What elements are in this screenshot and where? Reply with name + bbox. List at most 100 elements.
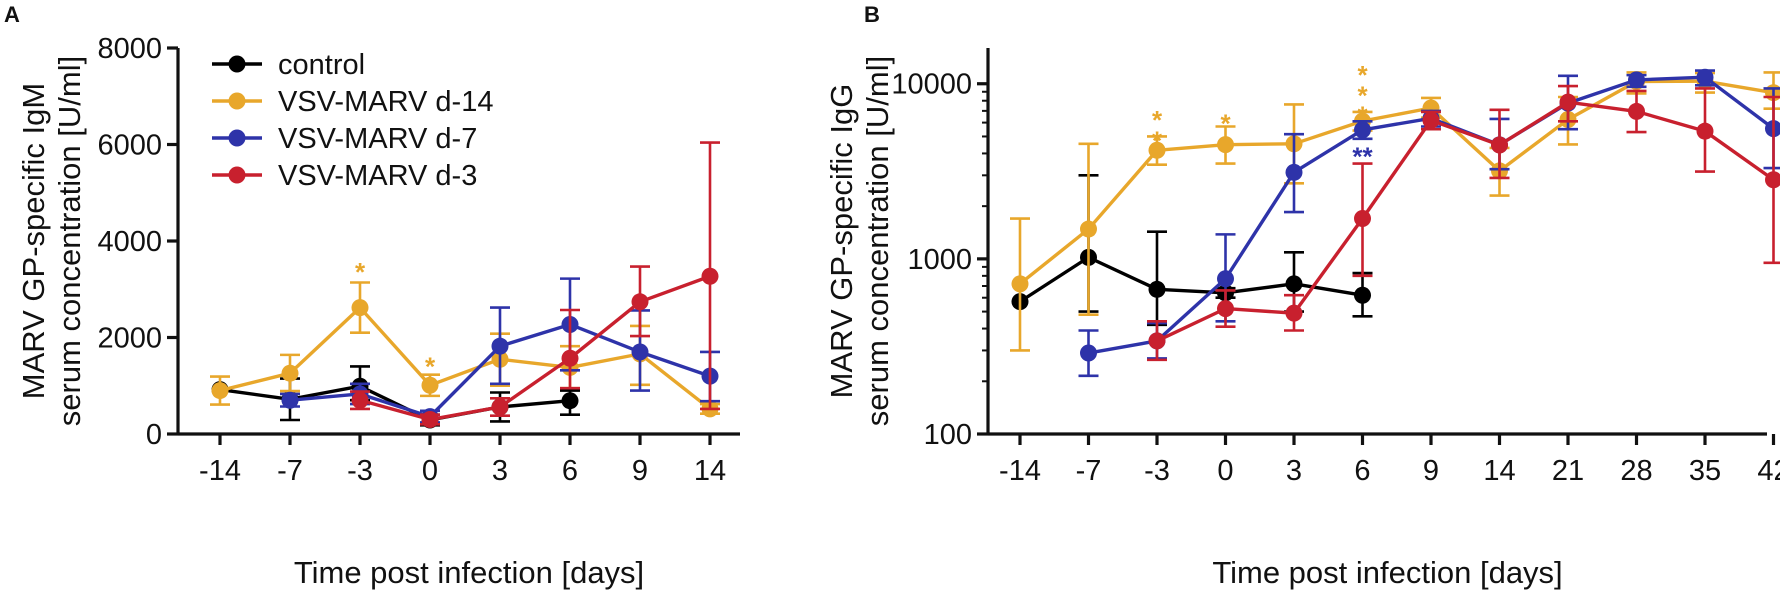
series-line (1156, 142, 1226, 152)
data-point (1696, 122, 1714, 140)
x-tick-label: 21 (1552, 455, 1584, 487)
legend-item: control (212, 49, 365, 81)
legend-label: control (278, 49, 365, 81)
series-line (1567, 78, 1638, 105)
series-vsv-marv-d-3 (1147, 84, 1780, 362)
series-line (359, 398, 431, 422)
data-point (1765, 171, 1780, 189)
data-point (631, 293, 649, 311)
data-point (1080, 344, 1097, 362)
y-axis-title: MARV GP-specific IgM (16, 83, 51, 399)
data-point (1354, 121, 1371, 139)
panel-label: A (4, 2, 20, 27)
series-line (569, 352, 641, 370)
series-line (289, 384, 361, 401)
significance-marker: * (1152, 105, 1163, 135)
data-point (491, 398, 509, 416)
data-point (1559, 93, 1577, 111)
x-tick-label: -7 (1076, 455, 1102, 487)
data-point (1148, 332, 1166, 350)
legend-marker (228, 92, 246, 110)
data-point (561, 349, 579, 367)
series-line (1498, 100, 1569, 147)
x-tick-label: 9 (1423, 455, 1439, 487)
series-line (1156, 307, 1227, 343)
series-line (1018, 227, 1090, 286)
legend-marker (228, 166, 246, 184)
significance-marker: * (1357, 101, 1368, 131)
legend-label: VSV-MARV d-3 (278, 160, 477, 192)
series-line (1636, 75, 1706, 82)
series-line (288, 306, 362, 375)
y-tick-label: 1000 (907, 244, 972, 276)
data-point (631, 343, 649, 361)
data-point (1011, 275, 1029, 293)
series-line (359, 392, 431, 419)
series-line (1293, 128, 1364, 174)
data-point (1285, 304, 1303, 322)
x-tick-label: 6 (1354, 455, 1370, 487)
series-line (1225, 282, 1295, 295)
data-point (1148, 141, 1166, 159)
data-point (701, 267, 719, 285)
series-line (1292, 217, 1364, 315)
x-tick-label: 6 (562, 455, 578, 487)
x-tick-label: 14 (1483, 455, 1515, 487)
y-tick-label: 8000 (97, 33, 162, 65)
series-line (1156, 287, 1226, 295)
x-tick-label: 0 (1217, 455, 1233, 487)
x-axis-title: Time post infection [days] (294, 555, 644, 590)
y-axis-title: serum concentration [U/ml] (860, 56, 895, 426)
series-control (211, 365, 580, 429)
panel-a: A 0 2000 4000 6000 8000 -14 -7 -3 0 3 6 9 14 MARV GP-s… (4, 2, 740, 590)
series-line (568, 300, 642, 360)
x-tick-label: 35 (1689, 455, 1721, 487)
data-point (281, 391, 299, 409)
legend-label: VSV-MARV d-14 (278, 86, 493, 118)
y-tick-label: 2000 (97, 323, 162, 355)
x-tick-label: -14 (999, 455, 1041, 487)
data-point (351, 391, 369, 409)
significance-marker: * (1357, 80, 1368, 110)
x-tick-label: 3 (492, 455, 508, 487)
series-line (1703, 75, 1775, 131)
data-point (1628, 71, 1645, 89)
series-line (499, 356, 571, 409)
series-line (1429, 106, 1501, 173)
data-point (1491, 136, 1508, 154)
series-line (1567, 100, 1637, 114)
series-line (219, 371, 291, 393)
series-line (1087, 255, 1158, 291)
data-point (1285, 163, 1303, 181)
series-line (1225, 142, 1295, 147)
series-line (429, 357, 501, 387)
series-line (289, 392, 361, 402)
y-tick-label: 100 (924, 419, 972, 451)
y-tick-label: 4000 (97, 226, 162, 258)
panel-b: B 100 1000 10000 -14 -7 -3 0 3 6 9 14 21 28 35 42 MARV G… (824, 2, 1780, 590)
y-tick-label: 10000 (891, 69, 972, 101)
y-tick-label: 6000 (97, 130, 162, 162)
data-point (491, 337, 509, 355)
series-line (1155, 277, 1227, 343)
significance-marker: * (1220, 109, 1231, 139)
series-line (429, 405, 501, 422)
data-point (1354, 286, 1371, 304)
data-point (421, 376, 439, 394)
series-line (638, 352, 712, 411)
y-axis-title: MARV GP-specific IgG (824, 84, 859, 399)
data-point (1148, 280, 1166, 298)
x-tick-label: -7 (277, 455, 303, 487)
x-tick-label: 14 (694, 455, 726, 487)
y-axis-title: serum concentration [U/ml] (52, 56, 87, 426)
data-point (561, 392, 579, 410)
y-tick-label: 0 (146, 419, 162, 451)
data-point (1080, 220, 1097, 238)
legend-item: VSV-MARV d-7 (212, 123, 477, 155)
significance-marker: * (355, 257, 366, 287)
series-line (1567, 80, 1638, 121)
significance-marker: * (1152, 125, 1163, 155)
series-line (1361, 119, 1433, 220)
series-line (639, 350, 711, 378)
